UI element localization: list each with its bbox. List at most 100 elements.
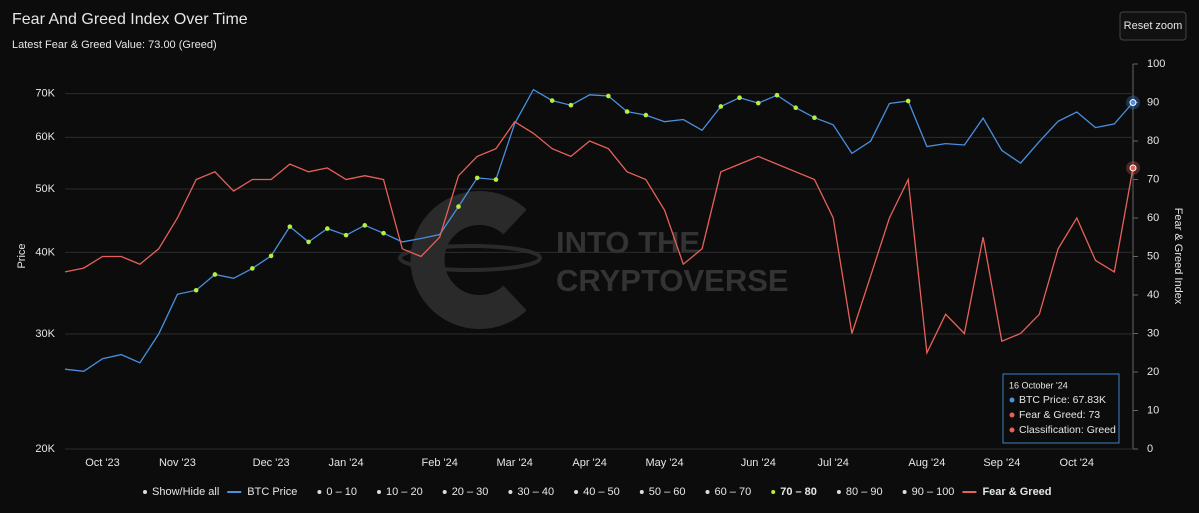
range-point [643, 112, 649, 118]
range-point [474, 175, 480, 181]
legend-symbol [442, 490, 447, 494]
range-point [362, 223, 368, 228]
y2-tick-label: 100 [1147, 58, 1165, 70]
range-point [381, 230, 386, 236]
range-point [212, 272, 218, 277]
range-point [606, 93, 611, 99]
range-point [493, 177, 499, 182]
legend-symbol [771, 490, 776, 494]
x-tick-label: Oct '23 [85, 457, 120, 469]
range-point [325, 226, 330, 231]
range-point [793, 105, 799, 111]
legend-symbol [317, 490, 322, 494]
range-point [737, 95, 742, 100]
x-tick-label: Sep '24 [983, 457, 1020, 469]
reset-zoom-button[interactable] [1119, 11, 1187, 41]
range-point [755, 100, 761, 106]
tooltip-dot [1009, 427, 1015, 433]
hover-point [1129, 164, 1137, 172]
legend-item[interactable]: 40 – 50 [583, 486, 620, 498]
tooltip-line: Classification: Greed [1019, 424, 1116, 436]
tooltip-box [1002, 373, 1120, 444]
y2-tick-label: 70 [1147, 173, 1159, 185]
watermark-logo [410, 191, 527, 329]
y2-tick-label: 30 [1147, 327, 1159, 339]
x-tick-label: Mar '24 [497, 457, 533, 469]
y2-tick-label: 0 [1147, 443, 1153, 455]
legend-symbol [574, 490, 579, 494]
tooltip-dot [1009, 412, 1015, 418]
legend-item[interactable]: 90 – 100 [912, 486, 955, 498]
legend-item[interactable]: 60 – 70 [715, 486, 752, 498]
y2-tick-label: 10 [1147, 404, 1159, 416]
x-tick-label: May '24 [645, 457, 683, 469]
legend-item[interactable]: 30 – 40 [517, 486, 554, 498]
range-point [568, 102, 574, 108]
watermark-orbit [398, 244, 542, 272]
tooltip-date: 16 October '24 [1009, 380, 1068, 390]
x-tick-label: Jun '24 [741, 457, 776, 469]
tooltip-line: BTC Price: 67.83K [1019, 394, 1106, 406]
range-point [624, 109, 630, 114]
range-point [343, 232, 349, 238]
x-tick-label: Jul '24 [817, 457, 848, 469]
chart-title: Fear And Greed Index Over Time [12, 11, 248, 28]
tooltip-line: Fear & Greed: 73 [1019, 409, 1100, 421]
range-point [193, 287, 199, 293]
legend-symbol [508, 490, 513, 494]
range-point [456, 204, 461, 209]
legend-symbol [639, 490, 644, 494]
legend-item[interactable]: Show/Hide all [152, 486, 219, 498]
series-line [64, 88, 1134, 372]
x-tick-label: Dec '23 [253, 457, 290, 469]
range-point [774, 92, 780, 98]
y-tick-label: 50K [35, 183, 55, 195]
legend-item[interactable]: 10 – 20 [386, 486, 423, 498]
x-tick-label: Aug '24 [908, 457, 945, 469]
legend-item[interactable]: Fear & Greed [982, 486, 1051, 498]
x-tick-label: Nov '23 [159, 457, 196, 469]
range-point [549, 98, 555, 103]
legend-item[interactable]: 0 – 10 [326, 486, 357, 498]
chart-subtitle: Latest Fear & Greed Value: 73.00 (Greed) [12, 39, 217, 51]
y2-tick-label: 80 [1147, 135, 1159, 147]
y2-axis-title: Fear & Greed Index [1172, 208, 1184, 305]
series-line [64, 120, 1134, 356]
y-tick-label: 60K [35, 131, 55, 143]
y2-tick-label: 90 [1147, 96, 1159, 108]
x-tick-label: Jan '24 [328, 457, 363, 469]
tooltip: 16 October '24 BTC Price: 67.83K Fear & Gr… [1002, 373, 1120, 444]
x-tick-label: Feb '24 [422, 457, 458, 469]
y2-tick-label: 50 [1147, 250, 1159, 262]
range-point [905, 98, 911, 104]
legend-item[interactable]: BTC Price [247, 486, 297, 498]
reset-zoom-label[interactable]: Reset zoom [1124, 20, 1183, 32]
range-point [287, 224, 293, 229]
hover-point [1129, 99, 1137, 107]
y2-tick-label: 20 [1147, 366, 1159, 378]
legend-symbol [902, 490, 907, 494]
legend-item[interactable]: 20 – 30 [452, 486, 489, 498]
y-tick-label: 70K [35, 88, 55, 100]
legend-symbol [143, 490, 147, 494]
y-tick-label: 20K [35, 443, 55, 455]
y2-tick-label: 40 [1147, 289, 1159, 301]
watermark: INTO THE CRYPTOVERSE [398, 191, 789, 329]
y2-tick-label: 60 [1147, 212, 1159, 224]
legend-item[interactable]: 50 – 60 [649, 486, 686, 498]
y-tick-label: 40K [35, 246, 55, 258]
legend-symbol [836, 490, 841, 494]
tooltip-dot [1009, 397, 1015, 403]
legend-item[interactable]: 80 – 90 [846, 486, 883, 498]
legend-item[interactable]: 70 – 80 [780, 486, 817, 498]
y-tick-label: 30K [35, 328, 55, 340]
range-point [718, 104, 724, 109]
y-axis-title: Price [16, 243, 28, 268]
x-tick-label: Oct '24 [1060, 457, 1095, 469]
range-point [250, 266, 255, 271]
x-tick-label: Apr '24 [572, 457, 607, 469]
legend-symbol [705, 490, 710, 494]
watermark-text: INTO THE [556, 225, 700, 260]
watermark-text: CRYPTOVERSE [556, 263, 789, 298]
